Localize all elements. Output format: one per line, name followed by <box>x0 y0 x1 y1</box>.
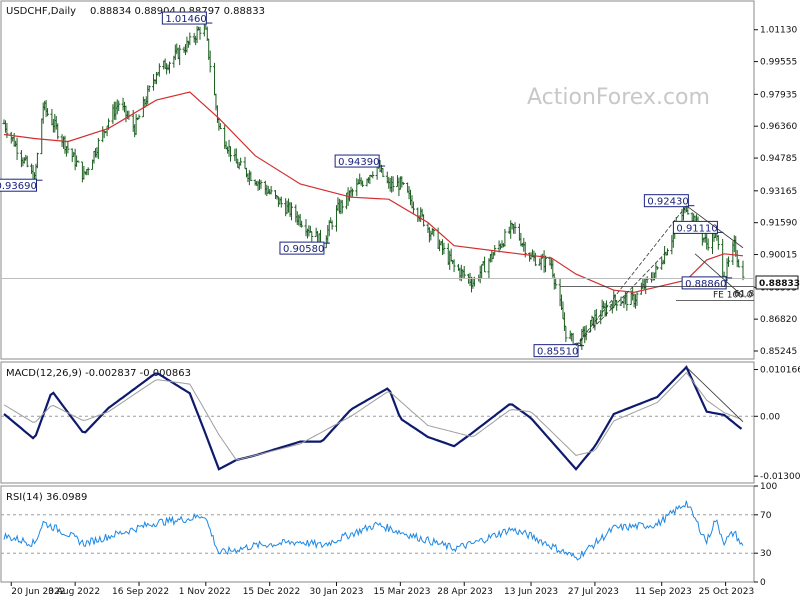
level-label: 0.94390 <box>338 157 379 168</box>
date-axis-tick-label: 1 Nov 2022 <box>179 587 231 597</box>
level-label-box <box>643 194 689 208</box>
price-panel-frame <box>0 0 755 360</box>
rsi-axis-tick-label: 30 <box>760 549 772 559</box>
fib-label: 61.8 <box>734 290 754 300</box>
level-label: 1.01460 <box>165 14 206 25</box>
level-label-box <box>334 154 380 168</box>
date-axis-tick-label: 3 Aug 2022 <box>48 587 100 597</box>
trend-channel-line <box>575 205 687 346</box>
rsi-panel-title: RSI(14) 36.0989 <box>6 492 87 503</box>
date-axis-tick-label: 13 Jun 2023 <box>504 587 558 597</box>
date-axis-tick-label: 25 Oct 2023 <box>699 587 755 597</box>
price-axis-tick-label: 0.86820 <box>760 315 797 325</box>
level-label: 0.85510 <box>537 347 578 358</box>
last-price-label: 0.88833 <box>759 279 800 289</box>
price-axis-tick-label: 1.01130 <box>760 26 797 36</box>
date-axis-tick-label: 15 Dec 2022 <box>243 587 301 597</box>
last-price-box <box>755 275 799 290</box>
price-panel-ohlc: 0.88834 0.88904 0.88797 0.88833 <box>90 6 265 17</box>
level-label: 0.93690 <box>0 181 37 192</box>
price-plot <box>1 13 754 350</box>
price-axis-tick-label: 0.94785 <box>760 154 797 164</box>
falling-trend-line <box>686 205 744 249</box>
macd-line <box>3 365 743 471</box>
level-label-box <box>533 344 579 358</box>
fe-label: FE 100.0 <box>713 290 753 300</box>
price-axis-tick-label: 0.96360 <box>760 122 797 132</box>
macd-panel-title: MACD(12,26,9) -0.002837 -0.000863 <box>6 368 191 379</box>
level-label: 0.90580 <box>283 244 324 255</box>
price-panel-title: USDCHF,Daily <box>6 6 76 17</box>
level-label-box <box>672 220 718 234</box>
level-label-box <box>0 178 37 192</box>
macd-axis-tick-label: -0.013006 <box>760 472 800 482</box>
macd-panel-frame <box>0 361 755 484</box>
rsi-plot <box>1 500 754 561</box>
level-label-box <box>279 241 325 255</box>
price-axis-tick-label: 0.93165 <box>760 187 797 197</box>
level-label-box <box>681 276 727 290</box>
macd-trend-line <box>686 366 744 423</box>
axes: 1.01130 0.99555 0.97935 0.96360 0.94785 0.931… <box>10 26 800 597</box>
price-axis-tick-label: 0.91590 <box>760 219 797 229</box>
date-axis-tick-label: 27 Jul 2023 <box>568 587 619 597</box>
rsi-axis-tick-label: 0 <box>760 578 766 588</box>
price-axis-tick-label: 0.99555 <box>760 58 797 68</box>
moving-average-line <box>3 91 744 293</box>
level-label: 0.91110 <box>676 223 717 234</box>
falling-support-line <box>694 253 744 297</box>
rsi-axis-tick-label: 70 <box>760 511 772 521</box>
rsi-axis-tick-label: 100 <box>760 482 777 492</box>
price-axis-tick-label: 0.90015 <box>760 251 797 261</box>
trend-channel-line <box>575 250 668 346</box>
watermark: ActionForex.com <box>527 85 710 110</box>
signal-line <box>3 371 742 461</box>
level-label-box <box>161 11 207 25</box>
price-axis-tick-label: 0.97935 <box>760 90 797 100</box>
level-label: 0.92430 <box>647 197 688 208</box>
date-axis-tick-label: 15 Mar 2023 <box>373 587 430 597</box>
date-axis-tick-label: 16 Sep 2022 <box>112 587 169 597</box>
date-axis-tick-label: 30 Jan 2023 <box>309 587 363 597</box>
date-axis-tick-label: 20 Jun 2022 <box>11 587 65 597</box>
macd-axis-tick-label: 0.010166 <box>760 366 800 376</box>
rsi-panel-frame <box>0 485 755 583</box>
date-axis-tick-label: 28 Apr 2023 <box>437 587 493 597</box>
level-label: 0.88860 <box>685 279 726 290</box>
macd-axis-tick-label: 0.00 <box>760 412 780 422</box>
date-axis-tick-label: 11 Sep 2023 <box>635 587 692 597</box>
annotations: 1.01460 0.93690 0.94390 0.90580 0.92430 0.911… <box>0 11 754 423</box>
price-axis-tick-label: 0.85245 <box>760 347 797 357</box>
rsi-line <box>3 500 744 561</box>
macd-plot <box>1 365 754 471</box>
